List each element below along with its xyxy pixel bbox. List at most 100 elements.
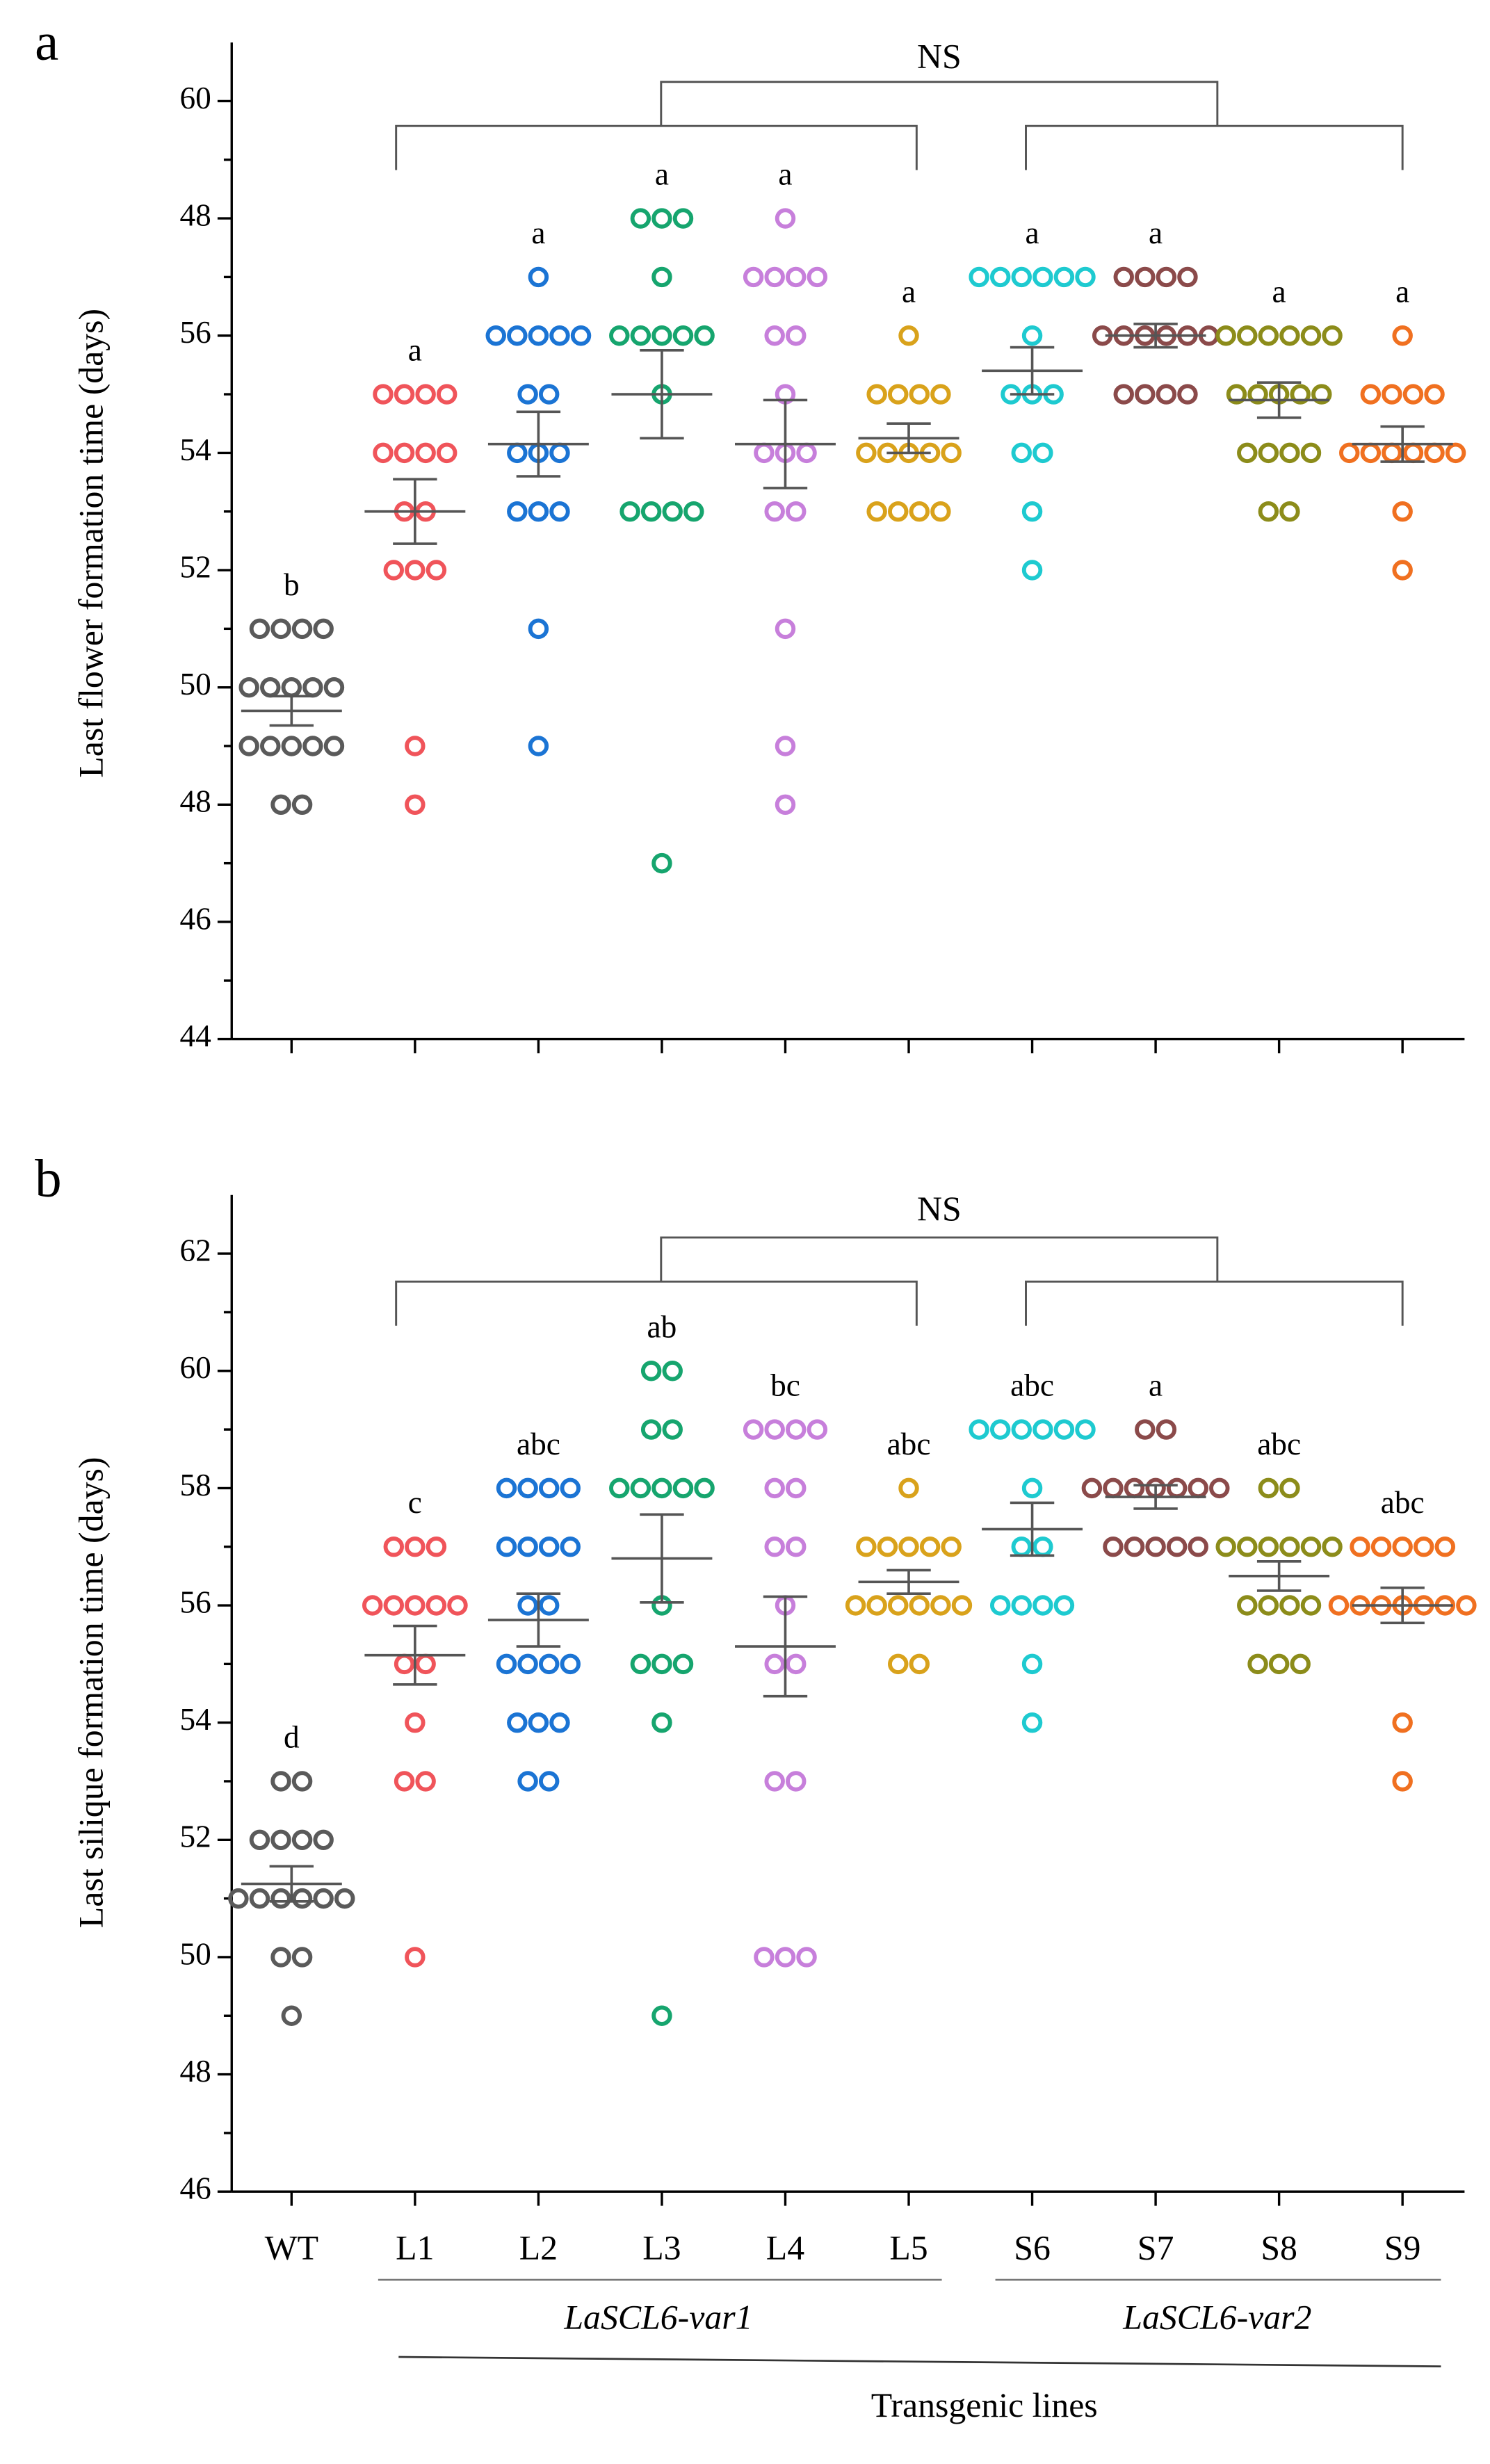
data-point <box>1188 1477 1208 1499</box>
sem-bar <box>516 1592 561 1648</box>
data-point <box>517 1771 538 1792</box>
data-point <box>1135 384 1156 405</box>
significance-letter: b <box>284 567 300 602</box>
data-point <box>426 1536 447 1557</box>
data-point <box>1177 266 1198 288</box>
data-point <box>775 794 796 816</box>
data-point <box>394 1653 415 1675</box>
data-point <box>270 618 291 640</box>
data-point <box>549 501 570 522</box>
data-point <box>313 1829 334 1851</box>
data-point <box>1011 442 1032 464</box>
significance-letter: abc <box>1257 1427 1301 1461</box>
data-point <box>775 208 796 229</box>
data-point <box>415 1771 436 1792</box>
data-point <box>1075 1419 1096 1440</box>
data-point <box>1166 1536 1188 1557</box>
data-point <box>640 1361 662 1381</box>
data-point <box>549 442 570 464</box>
significance-letter: c <box>408 1485 422 1520</box>
data-point <box>877 1536 898 1557</box>
data-point <box>405 560 426 581</box>
data-point <box>807 1419 828 1440</box>
data-point <box>888 501 909 522</box>
data-point <box>507 442 528 464</box>
data-point <box>1322 1536 1343 1557</box>
sem-bar <box>393 478 437 545</box>
data-point <box>1021 501 1043 522</box>
data-point <box>1258 442 1279 464</box>
data-point <box>1124 1477 1145 1499</box>
data-point <box>743 1419 764 1440</box>
data-point <box>651 208 672 229</box>
y-tick-label: 50 <box>180 667 211 702</box>
data-point <box>1021 560 1043 581</box>
data-point <box>1209 1477 1230 1499</box>
data-point <box>1237 1595 1258 1616</box>
data-point <box>270 1888 291 1909</box>
x-tick-label: L1 <box>396 2229 434 2267</box>
data-point <box>1021 1477 1043 1499</box>
data-point <box>1300 325 1322 346</box>
data-point <box>405 794 426 816</box>
significance-letter: abc <box>887 1427 931 1461</box>
data-point <box>260 736 281 756</box>
data-point <box>969 266 989 288</box>
significance-letter: a <box>1395 274 1409 309</box>
data-point <box>888 1653 909 1675</box>
sem-bar <box>886 422 931 455</box>
data-point <box>1033 266 1053 288</box>
data-point <box>496 1653 517 1675</box>
data-point <box>651 266 672 288</box>
data-point <box>694 325 715 346</box>
data-point <box>249 1829 270 1851</box>
data-point <box>302 676 323 698</box>
data-point <box>1247 384 1268 405</box>
x-tick-label: L3 <box>642 2229 681 2267</box>
data-point <box>796 1947 817 1968</box>
data-point <box>1392 560 1413 581</box>
sem-bar <box>1010 1501 1055 1557</box>
y-tick-label: 56 <box>180 1584 211 1619</box>
data-point <box>436 384 457 405</box>
data-point <box>630 1477 651 1499</box>
data-point <box>528 736 549 756</box>
data-point <box>672 208 694 229</box>
data-point <box>528 266 549 288</box>
data-point <box>909 1595 930 1616</box>
panel-label: a <box>35 12 58 72</box>
significance-letter: a <box>655 157 669 192</box>
data-point <box>941 1536 962 1557</box>
data-point <box>436 442 457 464</box>
x-tick-label: WT <box>265 2229 318 2267</box>
data-point <box>1392 325 1413 346</box>
sem-bar <box>1133 1484 1178 1510</box>
x-tick-label: L5 <box>889 2229 928 2267</box>
y-tick-label: 50 <box>180 1936 211 1971</box>
data-point <box>1382 442 1402 464</box>
annotation: NS <box>917 37 962 75</box>
data-point <box>1360 384 1382 405</box>
data-point <box>538 384 560 405</box>
sem-bar <box>269 695 314 727</box>
data-point <box>630 325 651 346</box>
data-point <box>291 1771 313 1792</box>
data-point <box>1456 1595 1477 1616</box>
data-point <box>394 442 415 464</box>
data-point <box>517 1477 538 1499</box>
data-point <box>662 501 683 522</box>
data-point <box>1350 1536 1370 1557</box>
data-point <box>302 736 323 756</box>
group-line <box>398 2356 1441 2367</box>
data-point <box>1258 1595 1279 1616</box>
data-point <box>373 442 394 464</box>
data-point <box>1434 1536 1456 1557</box>
sem-bar <box>516 410 561 478</box>
data-point <box>260 676 281 698</box>
data-point <box>898 325 919 346</box>
significance-letter: a <box>778 157 792 192</box>
data-point <box>1103 1477 1124 1499</box>
sem-bar <box>763 1595 808 1698</box>
